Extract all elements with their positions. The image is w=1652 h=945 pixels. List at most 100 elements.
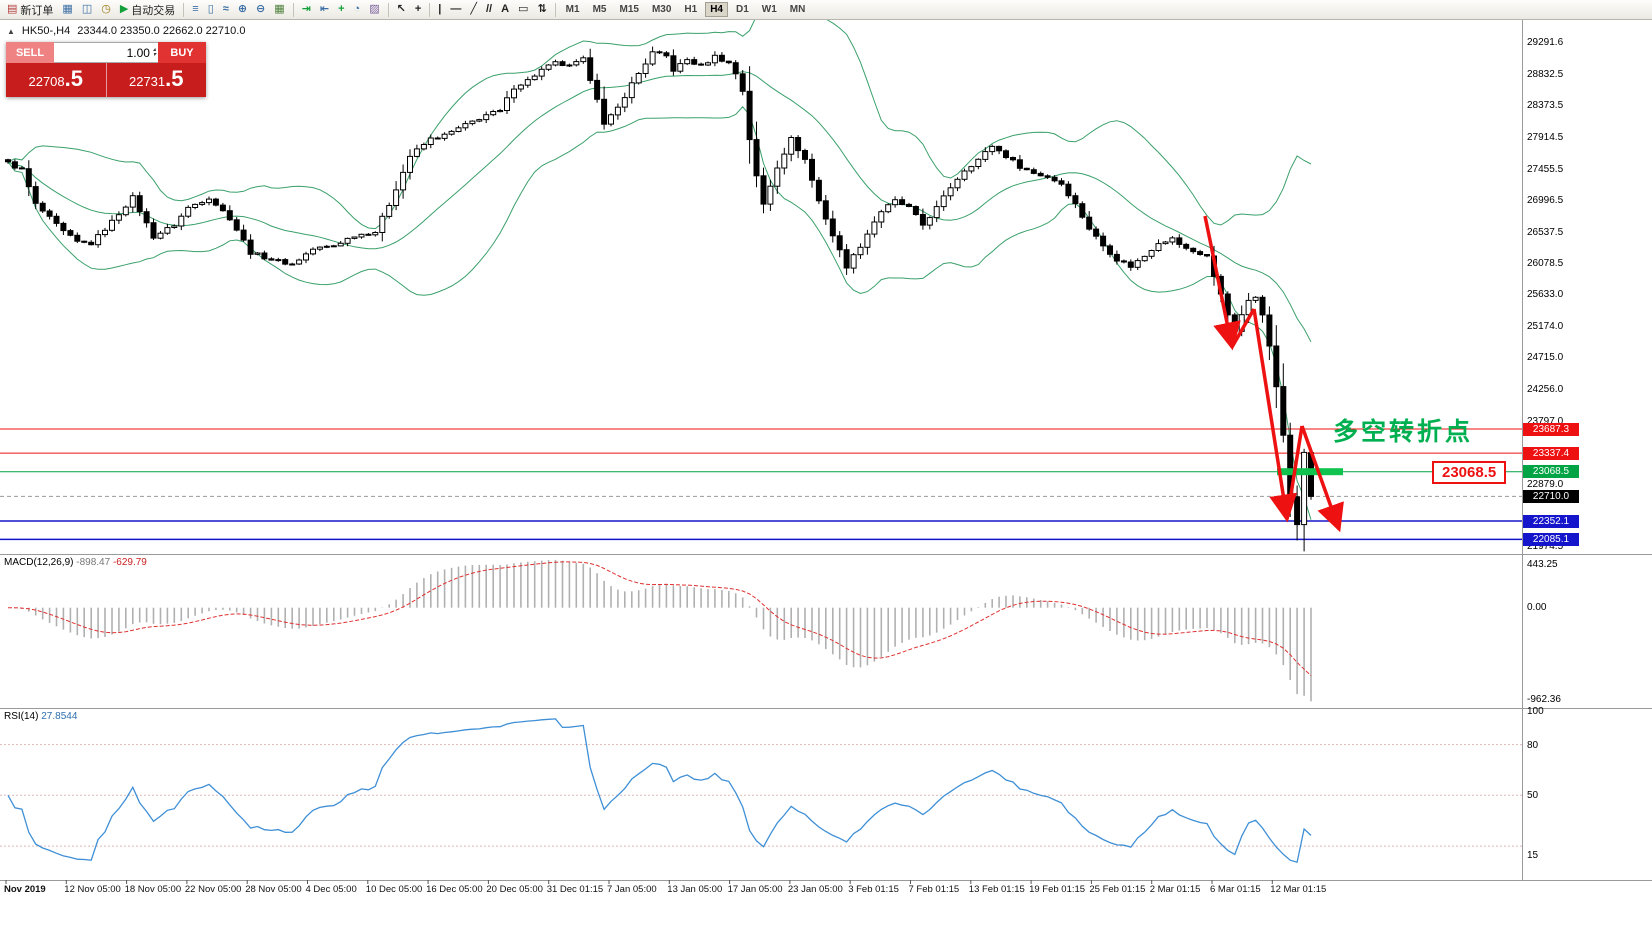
toolbar-separator (554, 2, 556, 17)
text-tool-icon: A (501, 3, 510, 15)
cursor-button[interactable]: ↖ (393, 0, 410, 19)
profiles-button[interactable]: ◫ (78, 0, 96, 19)
timeframe-h4-button[interactable]: H4 (705, 2, 728, 17)
candles-type-button[interactable]: ▯ (204, 0, 218, 19)
vertical-line-button[interactable]: | (434, 0, 445, 19)
trend-line-button[interactable]: ╱ (466, 0, 481, 19)
spin-down-icon[interactable]: ▾ (152, 51, 156, 58)
spin-up-icon[interactable]: ▴ (152, 46, 156, 53)
horizontal-price-lines[interactable] (0, 428, 1522, 541)
line-type-icon: ≈ (222, 3, 229, 15)
equidistant-channel-button[interactable]: // (482, 0, 496, 19)
time-axis-label: 23 Jan 05:00 (787, 884, 843, 895)
time-axis-label: 4 Dec 05:00 (305, 884, 357, 895)
new-order-label: 新订单 (20, 4, 54, 17)
shapes-tool-button[interactable]: ▭ (514, 0, 532, 19)
sell-button[interactable]: SELL (6, 42, 54, 63)
time-axis-label: 19 Feb 01:15 (1029, 884, 1086, 895)
timeframe-m30-button[interactable]: M30 (651, 4, 672, 15)
time-axis-label: 10 Dec 05:00 (365, 884, 423, 895)
rsi-line (7, 718, 1312, 864)
support-highlight-bar[interactable] (1277, 468, 1343, 476)
buy-button[interactable]: BUY (158, 42, 206, 63)
timeframe-h1-button[interactable]: H1 (684, 4, 698, 15)
line-type-button[interactable]: ≈ (219, 0, 233, 19)
arrows-tool-icon: ⇅ (537, 3, 547, 15)
toolbar-separator (292, 2, 294, 17)
timeframe-m15-button[interactable]: M15 (619, 4, 639, 15)
zoom-out-button[interactable]: ⊖ (252, 0, 269, 19)
add-indicator-icon: + (338, 3, 345, 15)
volume-value: 1.00 (126, 45, 150, 60)
price-tag-annotation[interactable]: 23068.5 (1432, 461, 1507, 484)
auto-scroll-icon: ⇥ (301, 3, 311, 15)
time-axis-label: 2 Mar 01:15 (1149, 884, 1201, 895)
candles-type-icon: ▯ (207, 3, 214, 15)
add-indicator-button[interactable]: + (334, 0, 348, 19)
sell-price[interactable]: 22708.5 (6, 63, 106, 97)
alerts-icon: ◷ (101, 3, 111, 15)
volume-input[interactable]: 1.00 ▴ ▾ (54, 42, 158, 63)
timeframe-w1-button[interactable]: W1 (761, 4, 777, 15)
period-select-button[interactable]: ◔ (350, 0, 365, 19)
alerts-button[interactable]: ◷ (97, 0, 115, 19)
macd-name: MACD(12,26,9) (4, 557, 74, 568)
one-click-trading-panel: SELL 1.00 ▴ ▾ BUY 22708.5 22731.5 (6, 42, 206, 97)
auto-scroll-button[interactable]: ⇥ (298, 0, 315, 19)
bars-type-icon: ≡ (192, 3, 199, 15)
autotrading-button[interactable]: ▶ 自动交易 (116, 0, 179, 19)
bars-type-button[interactable]: ≡ (188, 0, 202, 19)
toolbar: ▤ 新订单 ▦ ◫ ◷ ▶ 自动交易 ≡ ▯ ≈ ⊕ ⊖ ▦ ⇥ ⇤ + ◔ ▨ ↖ + | — ╱ // A ▭ ⇅ M1 M5 M15… (0, 0, 1652, 20)
collapse-triangle-icon[interactable]: ▲ (7, 26, 15, 36)
ohlc-values: 23344.0 23350.0 22662.0 22710.0 (77, 25, 246, 37)
pivot-annotation-text[interactable]: 多空转折点 (1333, 417, 1474, 446)
autotrading-icon: ▶ (119, 3, 129, 15)
time-axis-label: 13 Jan 05:00 (667, 884, 723, 895)
time-axis-label: 3 Feb 01:15 (848, 884, 899, 895)
toolbar-separator (429, 2, 431, 17)
text-tool-button[interactable]: A (497, 0, 513, 19)
time-axis-label: 12 Nov 05:00 (64, 884, 121, 895)
rsi-indicator-label: RSI(14) 27.8544 (4, 711, 77, 722)
time-axis-label: 16 Dec 05:00 (426, 884, 483, 895)
time-axis-label: 7 Jan 05:00 (607, 884, 657, 895)
time-axis-label: Nov 2019 (4, 884, 46, 895)
profiles-icon: ◫ (81, 3, 93, 15)
timeframe-m1-button[interactable]: M1 (565, 4, 580, 15)
report-grid-icon: ▦ (274, 3, 285, 15)
vertical-line-icon: | (438, 3, 442, 15)
chart-window-icon: ▦ (62, 3, 73, 15)
horizontal-line-button[interactable]: — (446, 0, 465, 19)
report-grid-button[interactable]: ▦ (270, 0, 288, 19)
arrows-tool-button[interactable]: ⇅ (533, 0, 550, 19)
toolbar-separator (183, 2, 185, 17)
time-axis-label: 22 Nov 05:00 (184, 884, 242, 895)
trend-arrows[interactable] (1203, 215, 1344, 533)
horizontal-line-icon: — (450, 3, 462, 15)
new-order-button[interactable]: ▤ 新订单 (3, 0, 57, 19)
chart-shift-button[interactable]: ⇤ (316, 0, 333, 19)
chart-shift-icon: ⇤ (319, 3, 330, 15)
shapes-tool-icon: ▭ (518, 3, 529, 15)
crosshair-button[interactable]: + (411, 0, 425, 19)
templates-button[interactable]: ▨ (365, 0, 383, 19)
new-order-icon: ▤ (7, 3, 18, 15)
volume-spinner[interactable]: ▴ ▾ (152, 46, 156, 58)
equidistant-channel-icon: // (485, 3, 493, 15)
rsi-value: 27.8544 (41, 711, 78, 722)
timeframe-mn-button[interactable]: MN (789, 4, 806, 15)
time-axis-label: 20 Dec 05:00 (486, 884, 543, 895)
zoom-in-button[interactable]: ⊕ (234, 0, 251, 19)
buy-price[interactable]: 22731.5 (105, 63, 207, 97)
macd-histogram (14, 559, 1312, 702)
period-select-icon: ◔ (353, 3, 361, 15)
rsi-name: RSI(14) (4, 711, 39, 722)
buy-price-main: 22731 (128, 74, 166, 89)
macd-main-value: -898.47 (76, 557, 111, 568)
rsi-levels (0, 744, 1522, 847)
chart-window-button[interactable]: ▦ (58, 0, 76, 19)
timeframe-m5-button[interactable]: M5 (592, 4, 607, 15)
timeframe-d1-button[interactable]: D1 (735, 4, 749, 15)
